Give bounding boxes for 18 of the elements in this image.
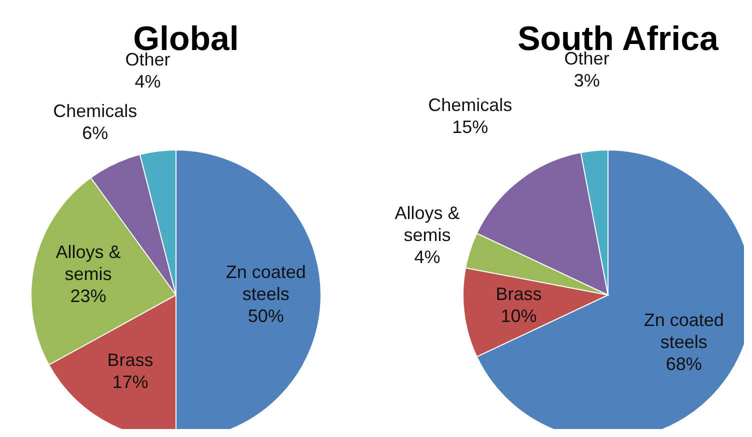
slice-label: Alloys & semis [394, 203, 460, 246]
slice-label: Zn coated steels [226, 262, 306, 304]
data-label: 68% [666, 354, 702, 374]
data-label: 10% [500, 306, 537, 326]
data-label: 3% [574, 70, 600, 91]
slice-label: Zn coated steels [644, 310, 724, 352]
data-label: 50% [248, 306, 284, 326]
slice-label: Chemicals [53, 100, 138, 121]
slice-label: Chemicals [428, 94, 512, 115]
data-label: 17% [112, 372, 148, 392]
data-label: 4% [134, 72, 161, 92]
data-label: 15% [452, 116, 488, 137]
data-label: 4% [414, 247, 440, 268]
data-label: 6% [82, 122, 108, 143]
slice-label: Alloys & semis [56, 242, 121, 284]
data-label: 23% [70, 286, 106, 306]
slice-label: Brass [107, 350, 154, 370]
slice-label: Brass [496, 284, 542, 304]
